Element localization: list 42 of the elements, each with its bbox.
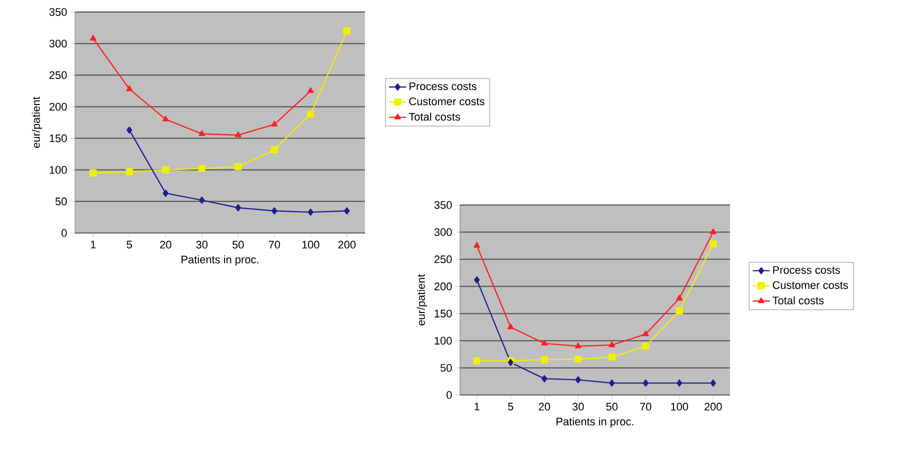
- y-tick-label: 50: [440, 364, 452, 372]
- x-tick-label: 200: [704, 402, 722, 411]
- legend-label: Customer costs: [772, 281, 848, 289]
- x-axis-title: Patients in proc.: [182, 255, 258, 266]
- x-axis-title: Patients in proc.: [556, 417, 634, 428]
- y-tick-label: 150: [434, 310, 452, 318]
- x-tick-label: 200: [338, 240, 356, 249]
- y-tick-label: 0: [446, 391, 452, 399]
- y-tick-label: 350: [49, 8, 67, 16]
- legend-label: Customer costs: [409, 98, 484, 106]
- x-tick-label: 100: [671, 402, 688, 411]
- y-tick-label: 300: [434, 228, 452, 236]
- y-tick-label: 250: [49, 71, 67, 80]
- x-tick-label: 100: [302, 240, 320, 249]
- y-tick-label: 250: [434, 255, 452, 264]
- x-tick-label: 70: [268, 240, 280, 249]
- y-axis-title: eur/patient: [416, 274, 428, 326]
- y-tick-label: 300: [49, 40, 67, 48]
- x-tick-label: 20: [538, 402, 550, 411]
- y-tick-label: 200: [49, 102, 67, 111]
- y-tick-label: 350: [434, 201, 452, 209]
- x-tick-label: 30: [572, 402, 584, 411]
- y-tick-label: 150: [50, 134, 67, 142]
- y-tick-label: 100: [434, 336, 452, 345]
- x-tick-label: 5: [508, 402, 514, 410]
- x-tick-label: 20: [160, 240, 172, 249]
- legend-label: Process costs: [410, 82, 476, 90]
- y-tick-label: 200: [434, 282, 452, 290]
- x-tick-label: 50: [606, 402, 618, 411]
- x-tick-label: 5: [126, 240, 132, 248]
- x-tick-label: 50: [232, 240, 244, 249]
- x-tick-label: 1: [90, 240, 96, 248]
- y-tick-label: 0: [62, 229, 67, 237]
- x-tick-label: 1: [474, 402, 480, 410]
- y-tick-label: 100: [50, 166, 67, 174]
- legend-label: Total costs: [408, 112, 460, 121]
- x-tick-label: 70: [640, 402, 652, 411]
- x-tick-label: 30: [196, 240, 208, 249]
- y-axis-title: eur/patient: [32, 96, 42, 148]
- legend-label: Process costs: [773, 266, 840, 274]
- legend-label: Total costs: [772, 296, 824, 304]
- y-tick-label: 50: [55, 198, 67, 206]
